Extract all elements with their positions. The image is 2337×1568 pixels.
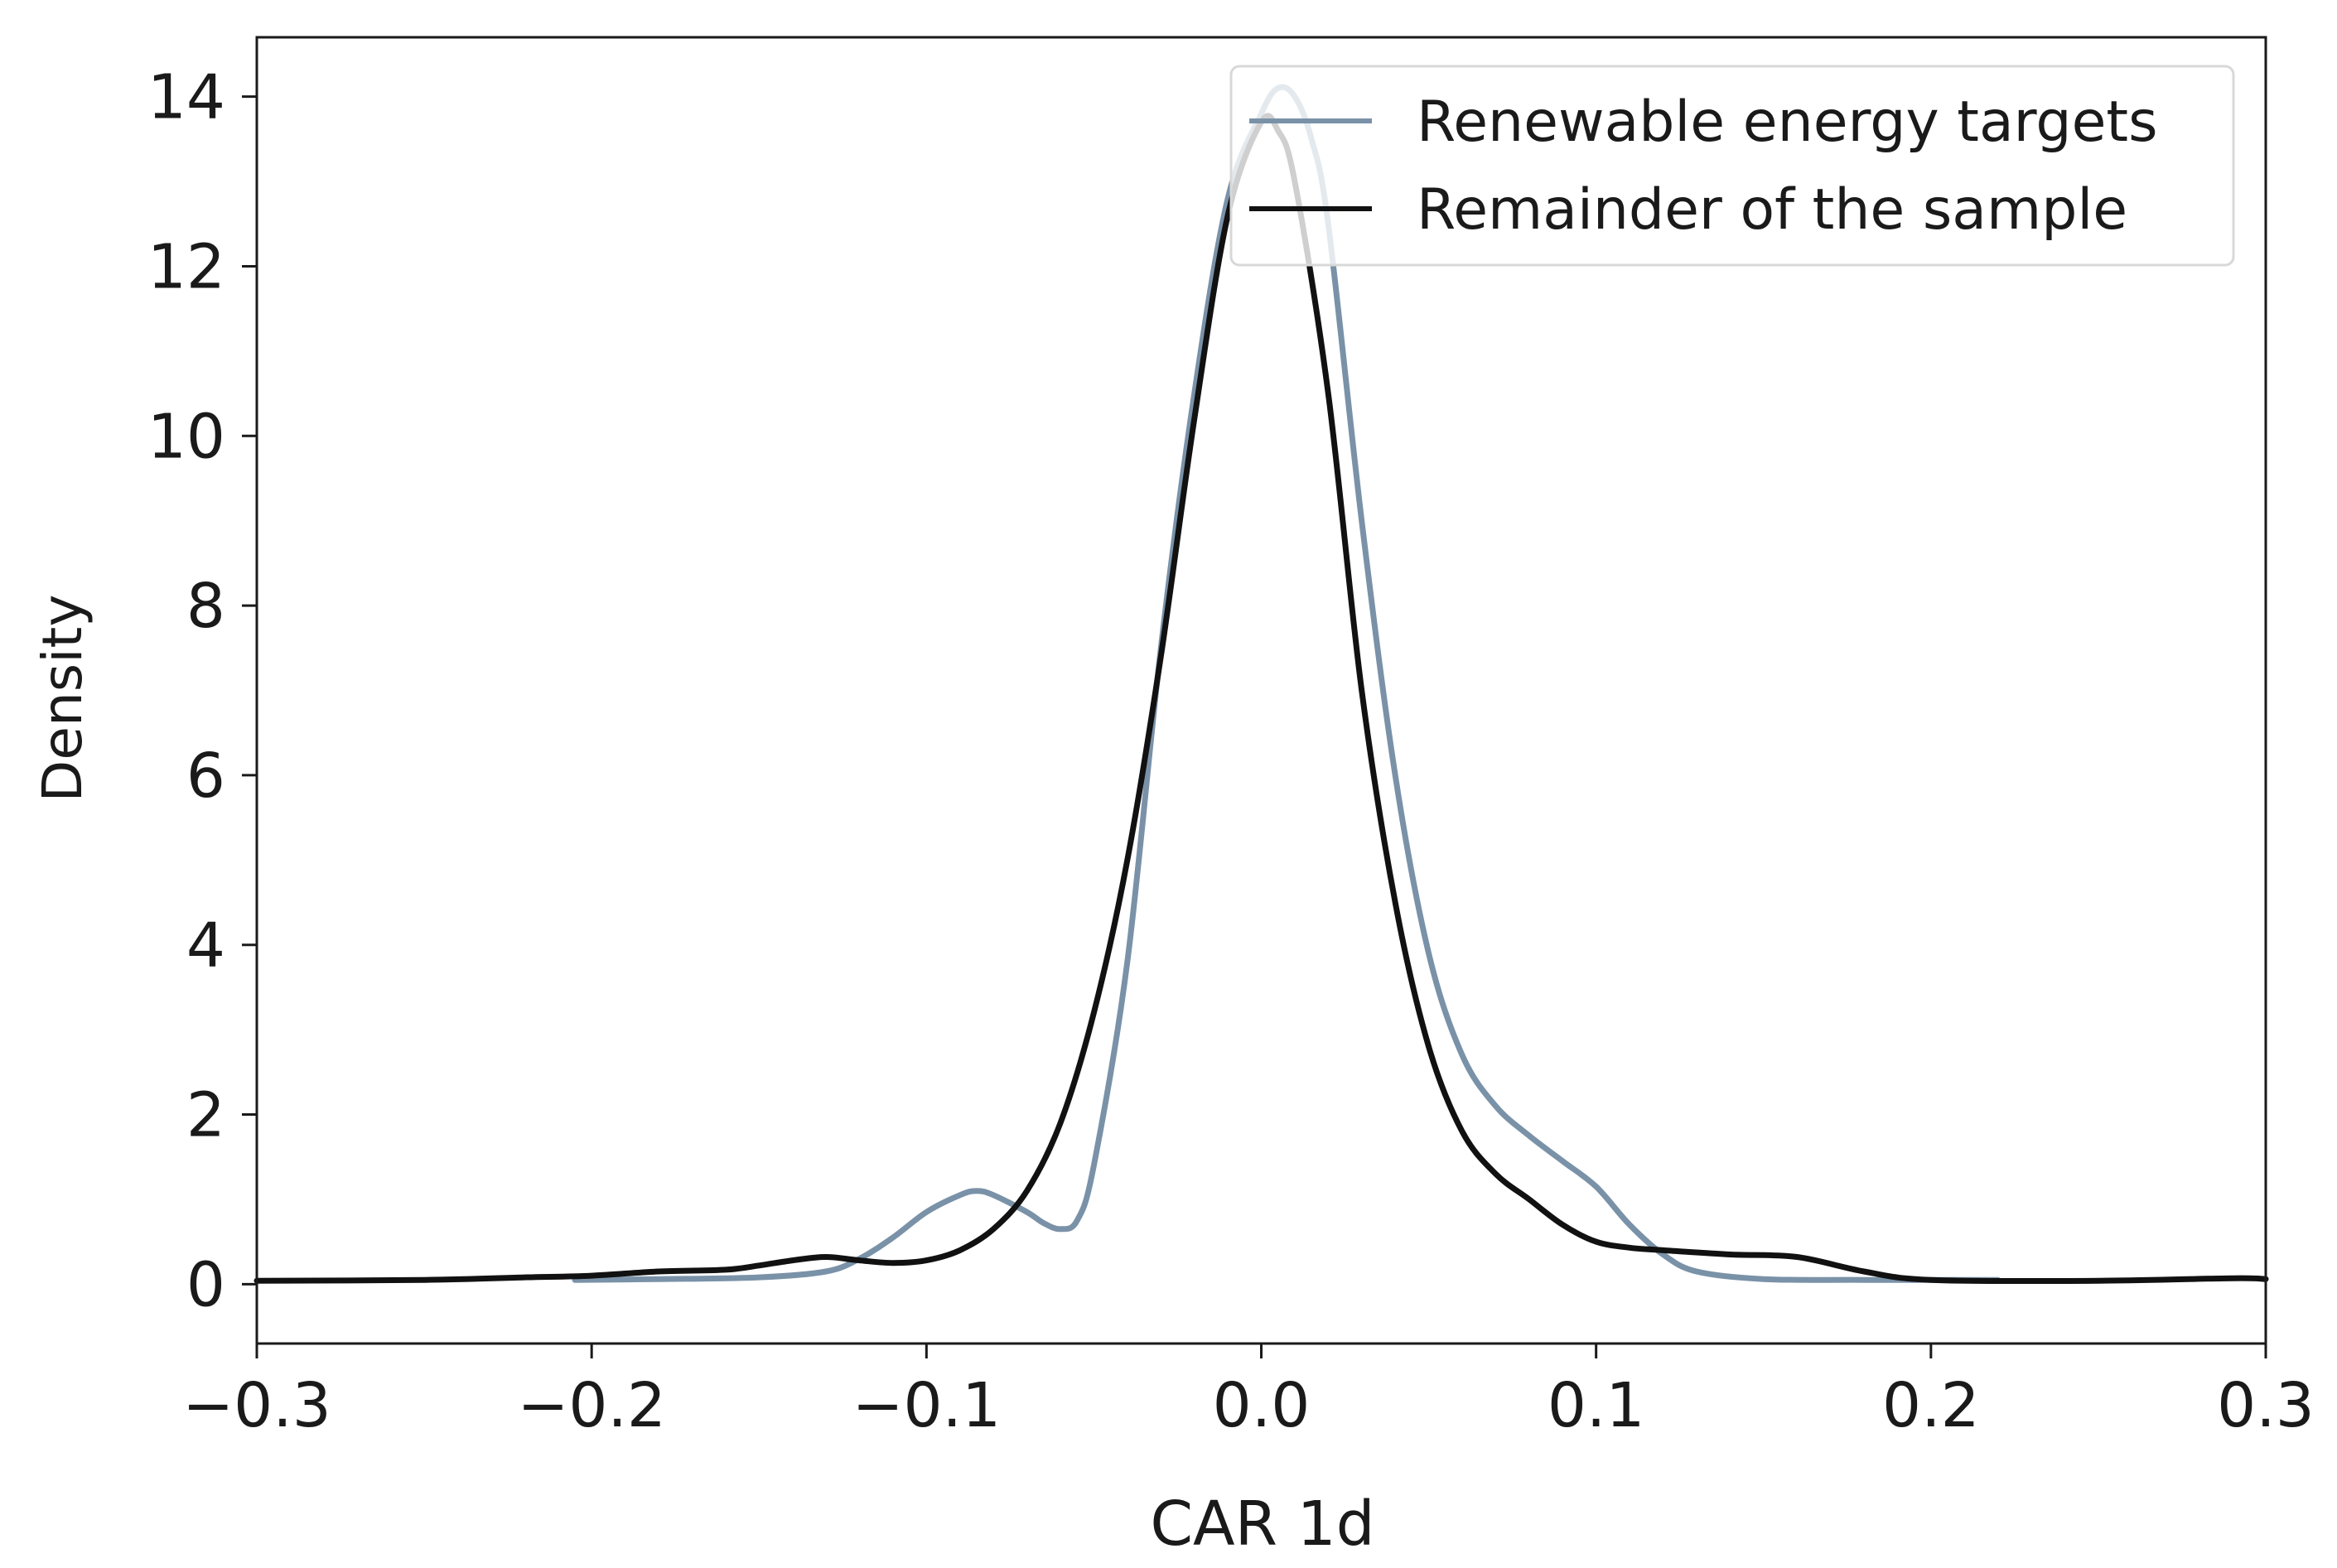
x-tick-label: 0.2 [1882, 1370, 1980, 1441]
ticks-layer: −0.3 −0.2 −0.1 0.0 0.1 0.2 0.3 0 2 4 6 8 10 12 14 [147, 62, 2315, 1441]
x-tick-label: 0.0 [1213, 1370, 1311, 1441]
legend-label-remainder: Remainder of the sample [1417, 177, 2127, 243]
legend-label-renewable: Renewable energy targets [1417, 89, 2158, 155]
y-tick-label: 4 [186, 910, 225, 982]
x-tick-label: 0.3 [2217, 1370, 2315, 1441]
y-tick-label: 8 [186, 571, 225, 642]
x-tick-label: −0.3 [182, 1370, 331, 1441]
x-tick-label: −0.1 [852, 1370, 1001, 1441]
x-axis-label: CAR 1d [1150, 1488, 1374, 1560]
plot-frame [255, 36, 2267, 1345]
y-tick-label: 14 [147, 62, 225, 133]
y-tick-label: 2 [186, 1080, 225, 1151]
y-axis-label: Density [31, 595, 94, 803]
y-tick-label: 6 [186, 741, 225, 812]
x-tick-label: 0.1 [1548, 1370, 1645, 1441]
y-tick-label: 0 [186, 1249, 225, 1320]
legend: Renewable energy targets Remainder of th… [1229, 65, 2235, 267]
y-tick-label: 10 [147, 401, 225, 472]
legend-box [1229, 65, 2235, 267]
y-tick-label: 12 [147, 231, 225, 302]
x-tick-label: −0.2 [517, 1370, 666, 1441]
